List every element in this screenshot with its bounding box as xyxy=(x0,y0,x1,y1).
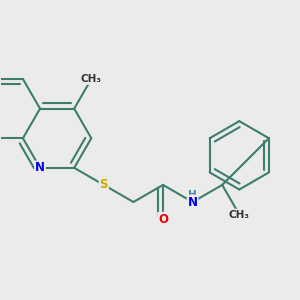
Text: N: N xyxy=(188,196,198,208)
Text: S: S xyxy=(100,178,108,191)
Text: CH₃: CH₃ xyxy=(229,209,250,220)
Text: H: H xyxy=(188,190,197,200)
Text: N: N xyxy=(35,161,45,174)
Text: O: O xyxy=(158,213,168,226)
Text: CH₃: CH₃ xyxy=(81,74,102,84)
